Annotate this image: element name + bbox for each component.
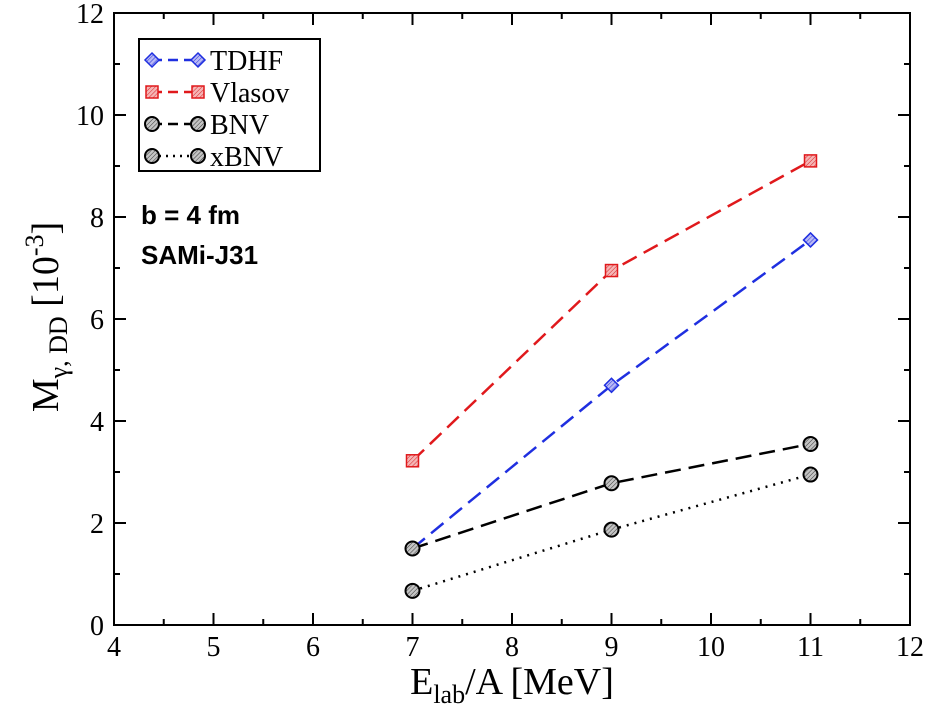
axis-ticks [113, 12, 911, 626]
data-point-tdhf [802, 231, 819, 249]
legend-marker-tdhf [143, 51, 161, 69]
legend-marker-bnv [144, 116, 160, 132]
data-point-xbnv [404, 582, 421, 599]
series-markers [404, 154, 819, 599]
x-tick-label: 9 [605, 632, 619, 663]
legend-marker-tdhf [189, 51, 207, 69]
legend-label-tdhf: TDHF [210, 46, 283, 77]
y-tick-label: 2 [90, 509, 104, 540]
data-point-bnv [603, 475, 620, 492]
legend-entry-tdhf: TDHF [143, 46, 283, 77]
legend-marker-vlasov [191, 85, 205, 99]
data-point-xbnv [603, 521, 620, 538]
tick-labels: 4 5 6 7 8 9 10 11 12 0 2 4 6 8 10 12 [76, 0, 924, 663]
x-tick-label: 10 [697, 632, 725, 663]
y-tick-label: 10 [76, 101, 104, 132]
legend-entry-bnv: BNV [144, 110, 269, 141]
x-tick-label: 6 [306, 632, 320, 663]
data-point-vlasov [803, 154, 818, 168]
y-tick-label: 6 [90, 305, 104, 336]
y-tick-label: 4 [90, 407, 104, 438]
legend-marker-bnv [190, 116, 206, 132]
series-line-vlasov [411, 159, 812, 462]
y-tick-label: 0 [90, 611, 104, 642]
y-axis-label: Mγ, DD [10-3] [20, 222, 73, 412]
x-tick-label: 12 [896, 632, 924, 663]
y-tick-label: 12 [76, 0, 104, 30]
data-point-xbnv [802, 466, 819, 483]
x-tick-label: 7 [406, 632, 420, 663]
data-point-tdhf [603, 377, 620, 394]
legend-marker-vlasov [145, 85, 159, 99]
legend-label-bnv: BNV [210, 110, 269, 141]
x-tick-label: 4 [107, 632, 121, 663]
annotation-interaction: SAMi-J31 [141, 240, 258, 270]
data-point-bnv [404, 540, 421, 557]
x-tick-label: 8 [505, 632, 519, 663]
annotation-impact-parameter: b = 4 fm [141, 200, 240, 230]
data-point-vlasov [604, 263, 619, 278]
y-tick-label: 8 [90, 203, 104, 234]
legend-marker-xbnv [190, 148, 206, 164]
data-point-bnv [802, 435, 819, 452]
data-point-vlasov [405, 454, 420, 468]
x-tick-label: 5 [207, 632, 221, 663]
series-line-bnv [412, 442, 811, 550]
legend-label-vlasov: Vlasov [210, 78, 289, 109]
legend-label-xbnv: xBNV [210, 142, 283, 173]
legend-entry-vlasov: Vlasov [145, 78, 289, 109]
legend-entry-xbnv: xBNV [144, 142, 283, 173]
x-axis-label: Elab/A [MeV] [410, 661, 614, 707]
x-tick-label: 11 [797, 632, 824, 663]
series-line-tdhf [411, 238, 812, 550]
legend-marker-xbnv [144, 148, 160, 164]
